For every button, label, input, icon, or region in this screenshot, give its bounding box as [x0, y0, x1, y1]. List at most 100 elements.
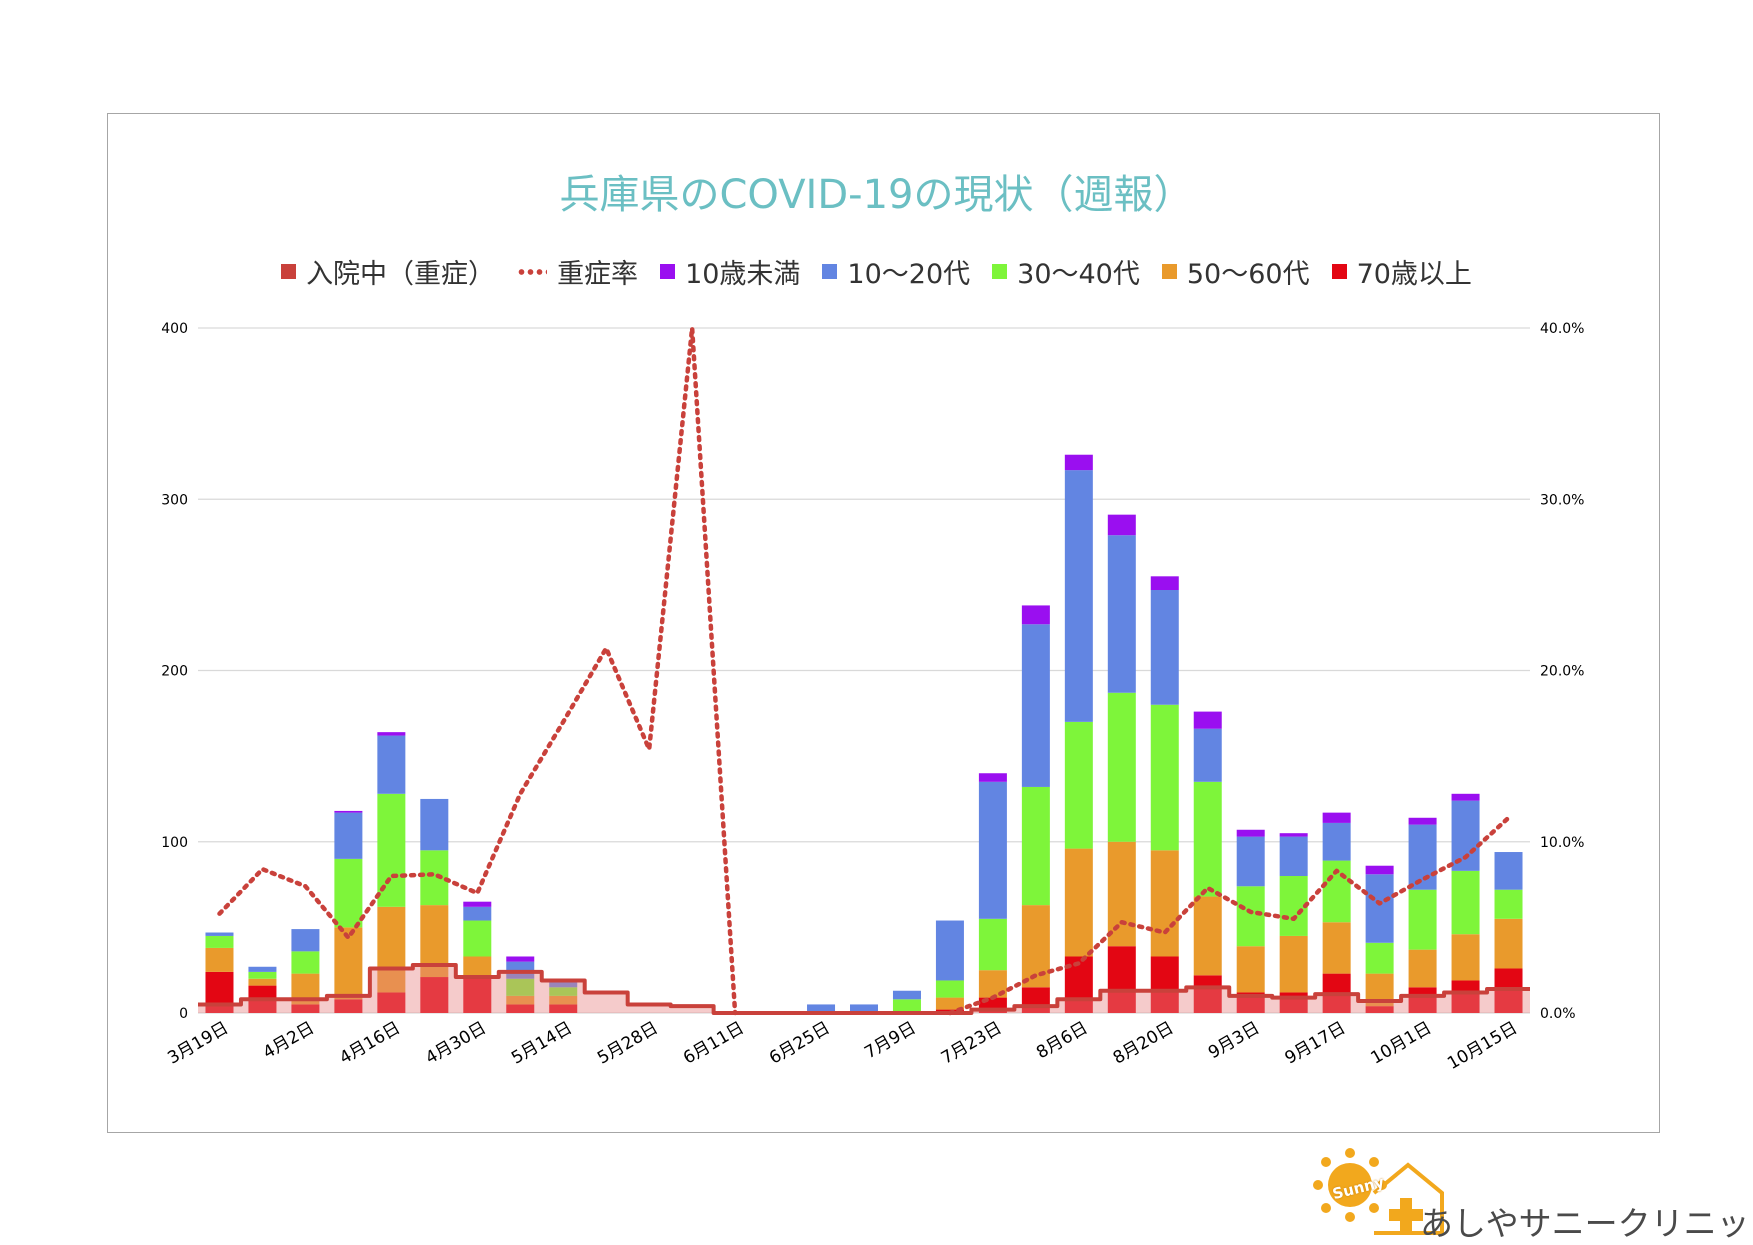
bar-segment — [420, 850, 449, 906]
legend-swatch — [660, 264, 676, 279]
x-tick-label: 10月1日 — [1368, 1018, 1436, 1069]
legend-label: 30〜40代 — [1017, 259, 1140, 290]
legend-swatch — [992, 264, 1008, 279]
bar-segment — [1451, 934, 1480, 981]
legend-item-over70: 70歳以上 — [1331, 252, 1472, 291]
bar-segment — [1064, 454, 1093, 471]
bar-segment — [978, 918, 1007, 971]
bar-segment — [248, 971, 277, 979]
bar-segment — [1150, 956, 1179, 1013]
x-tick-label: 9月17日 — [1282, 1018, 1350, 1069]
hospitalized-area — [198, 965, 1530, 1013]
legend-item-severe-rate: 重症率 — [517, 252, 638, 291]
bar-segment — [463, 906, 492, 921]
bar-segment — [1064, 470, 1093, 722]
bar-segment — [377, 906, 406, 993]
bar-segment — [334, 927, 363, 1000]
y-tick-label: 400 — [161, 321, 188, 337]
y2-tick-label: 20.0% — [1540, 664, 1584, 680]
bars-group — [205, 454, 1523, 1013]
bar-segment — [1451, 980, 1480, 1013]
legend-label: 重症率 — [557, 259, 639, 290]
chart-frame — [107, 113, 1660, 1133]
x-tick-label: 4月16日 — [336, 1018, 404, 1069]
bar-segment — [549, 1004, 578, 1013]
bar-segment — [1193, 728, 1222, 782]
x-tick-label: 4月2日 — [260, 1018, 318, 1063]
legend-label: 10歳未満 — [685, 259, 801, 290]
bar-segment — [1021, 605, 1050, 625]
x-tick-label: 8月20日 — [1110, 1018, 1178, 1069]
legend-dotted-line — [517, 268, 548, 275]
bar-segment — [463, 920, 492, 957]
bar-segment — [205, 932, 234, 936]
bar-segment — [892, 990, 921, 1000]
bar-segment — [291, 929, 320, 952]
y2-tick-label: 40.0% — [1540, 321, 1584, 337]
bar-segment — [1021, 786, 1050, 906]
bar-segment — [1408, 824, 1437, 890]
bar-segment — [1365, 1006, 1394, 1013]
x-tick-label: 6月11日 — [680, 1018, 748, 1069]
legend-swatch — [1331, 264, 1347, 279]
y2-tick-label: 30.0% — [1540, 492, 1584, 508]
bar-segment — [248, 966, 277, 972]
bar-segment — [506, 978, 535, 996]
hospitalized-line — [198, 963, 1530, 1015]
bar-segment — [291, 1004, 320, 1013]
bar-segment — [1107, 946, 1136, 1013]
bar-segment — [978, 781, 1007, 919]
bar-segment — [892, 999, 921, 1012]
clinic-name: あしやサニークリニック — [1420, 1204, 1753, 1243]
bar-segment — [1193, 896, 1222, 976]
bar-segment — [463, 977, 492, 1013]
clinic-branding: Sunny あしやサニークリニック — [1302, 1145, 1753, 1243]
sunny-logo-icon — [1313, 1148, 1444, 1235]
legend-swatch — [281, 264, 297, 279]
bar-segment — [935, 997, 964, 1010]
x-tick-label: 7月23日 — [938, 1018, 1006, 1069]
bar-segment — [935, 980, 964, 998]
y-tick-label: 300 — [161, 492, 188, 508]
bar-segment — [1408, 817, 1437, 825]
x-tick-label: 4月30日 — [422, 1018, 490, 1069]
chart-title: 兵庫県のCOVID-19の現状（週報） — [559, 172, 1194, 218]
bar-segment — [1193, 781, 1222, 897]
bar-segment — [1494, 889, 1523, 919]
legend-label: 入院中（重症） — [306, 259, 496, 290]
bar-segment — [1408, 889, 1437, 950]
bar-segment — [549, 995, 578, 1005]
x-tick-label: 6月25日 — [766, 1018, 834, 1069]
bar-segment — [506, 956, 535, 962]
bar-segment — [463, 956, 492, 978]
bar-segment — [1322, 822, 1351, 861]
x-tick-label: 3月19日 — [164, 1018, 232, 1069]
bar-segment — [1365, 874, 1394, 943]
x-tick-label: 10月15日 — [1444, 1018, 1521, 1074]
bar-segment — [807, 1004, 836, 1012]
legend-swatch — [1161, 264, 1177, 279]
bar-segment — [1451, 793, 1480, 801]
y-tick-label: 200 — [161, 664, 188, 680]
bar-segment — [1365, 942, 1394, 974]
legend-label: 10〜20代 — [847, 259, 971, 290]
bar-segment — [334, 858, 363, 928]
bar-segment — [1107, 514, 1136, 536]
legend-item-10-20s: 10〜20代 — [822, 252, 970, 291]
legend-label: 50〜60代 — [1186, 259, 1310, 290]
x-tick-label: 7月9日 — [861, 1018, 919, 1063]
bar-segment — [1322, 812, 1351, 823]
bar-segment — [291, 951, 320, 974]
bar-segment — [1236, 829, 1265, 837]
bar-segment — [334, 812, 363, 859]
x-tick-label: 8月6日 — [1033, 1018, 1091, 1063]
bar-segment — [1451, 870, 1480, 935]
bar-segment — [1150, 704, 1179, 851]
bar-segment — [420, 977, 449, 1013]
bar-segment — [1279, 935, 1308, 993]
bar-segment — [248, 978, 277, 986]
legend-swatch — [822, 264, 838, 279]
bar-segment — [1107, 535, 1136, 693]
bar-segment — [1193, 711, 1222, 729]
